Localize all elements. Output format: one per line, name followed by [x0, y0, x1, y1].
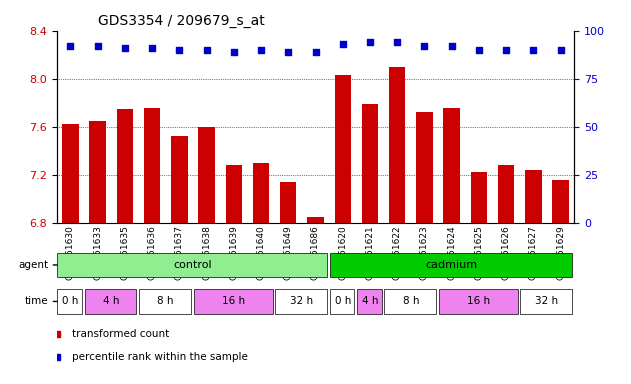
Text: 4 h: 4 h: [103, 296, 119, 306]
Text: 0 h: 0 h: [334, 296, 351, 306]
Point: [174, 47, 184, 53]
Point: [256, 47, 266, 53]
FancyBboxPatch shape: [194, 290, 273, 313]
Text: GDS3354 / 209679_s_at: GDS3354 / 209679_s_at: [98, 14, 265, 28]
Text: cadmium: cadmium: [425, 260, 478, 270]
Point: [93, 43, 103, 49]
Text: 8 h: 8 h: [403, 296, 419, 306]
Text: time: time: [25, 296, 48, 306]
Bar: [144, 108, 160, 384]
Bar: [525, 170, 541, 384]
Text: 32 h: 32 h: [290, 296, 314, 306]
Text: transformed count: transformed count: [73, 329, 170, 339]
FancyBboxPatch shape: [330, 290, 355, 313]
Point: [120, 45, 130, 51]
Bar: [444, 108, 460, 384]
Bar: [90, 121, 106, 384]
Text: agent: agent: [18, 260, 48, 270]
Text: control: control: [174, 260, 212, 270]
Text: 16 h: 16 h: [468, 296, 490, 306]
Point: [501, 47, 511, 53]
Point: [392, 39, 402, 45]
FancyBboxPatch shape: [57, 290, 82, 313]
Bar: [334, 75, 351, 384]
Point: [365, 39, 375, 45]
Bar: [171, 136, 187, 384]
Point: [447, 43, 457, 49]
FancyBboxPatch shape: [275, 290, 327, 313]
Point: [283, 49, 293, 55]
Bar: [62, 124, 79, 384]
Point: [420, 43, 430, 49]
Text: 4 h: 4 h: [362, 296, 378, 306]
Point: [201, 47, 211, 53]
FancyBboxPatch shape: [357, 290, 382, 313]
Text: 0 h: 0 h: [62, 296, 79, 306]
Bar: [280, 182, 297, 384]
Bar: [362, 104, 378, 384]
Bar: [471, 172, 487, 384]
Point: [474, 47, 484, 53]
Point: [147, 45, 157, 51]
Bar: [498, 165, 514, 384]
FancyBboxPatch shape: [57, 253, 327, 277]
Text: 8 h: 8 h: [158, 296, 174, 306]
Bar: [117, 109, 133, 384]
Bar: [198, 127, 215, 384]
Point: [229, 49, 239, 55]
Point: [338, 41, 348, 47]
Bar: [416, 113, 433, 384]
Point: [66, 43, 76, 49]
Point: [310, 49, 321, 55]
Text: percentile rank within the sample: percentile rank within the sample: [73, 352, 248, 362]
Point: [528, 47, 538, 53]
Point: [555, 47, 565, 53]
FancyBboxPatch shape: [439, 290, 517, 313]
Bar: [552, 180, 569, 384]
Bar: [389, 67, 405, 384]
FancyBboxPatch shape: [330, 253, 572, 277]
Bar: [226, 165, 242, 384]
FancyBboxPatch shape: [521, 290, 572, 313]
Bar: [253, 163, 269, 384]
FancyBboxPatch shape: [384, 290, 436, 313]
FancyBboxPatch shape: [85, 290, 136, 313]
Text: 16 h: 16 h: [222, 296, 245, 306]
FancyBboxPatch shape: [139, 290, 191, 313]
Bar: [307, 217, 324, 384]
Text: 32 h: 32 h: [536, 296, 558, 306]
